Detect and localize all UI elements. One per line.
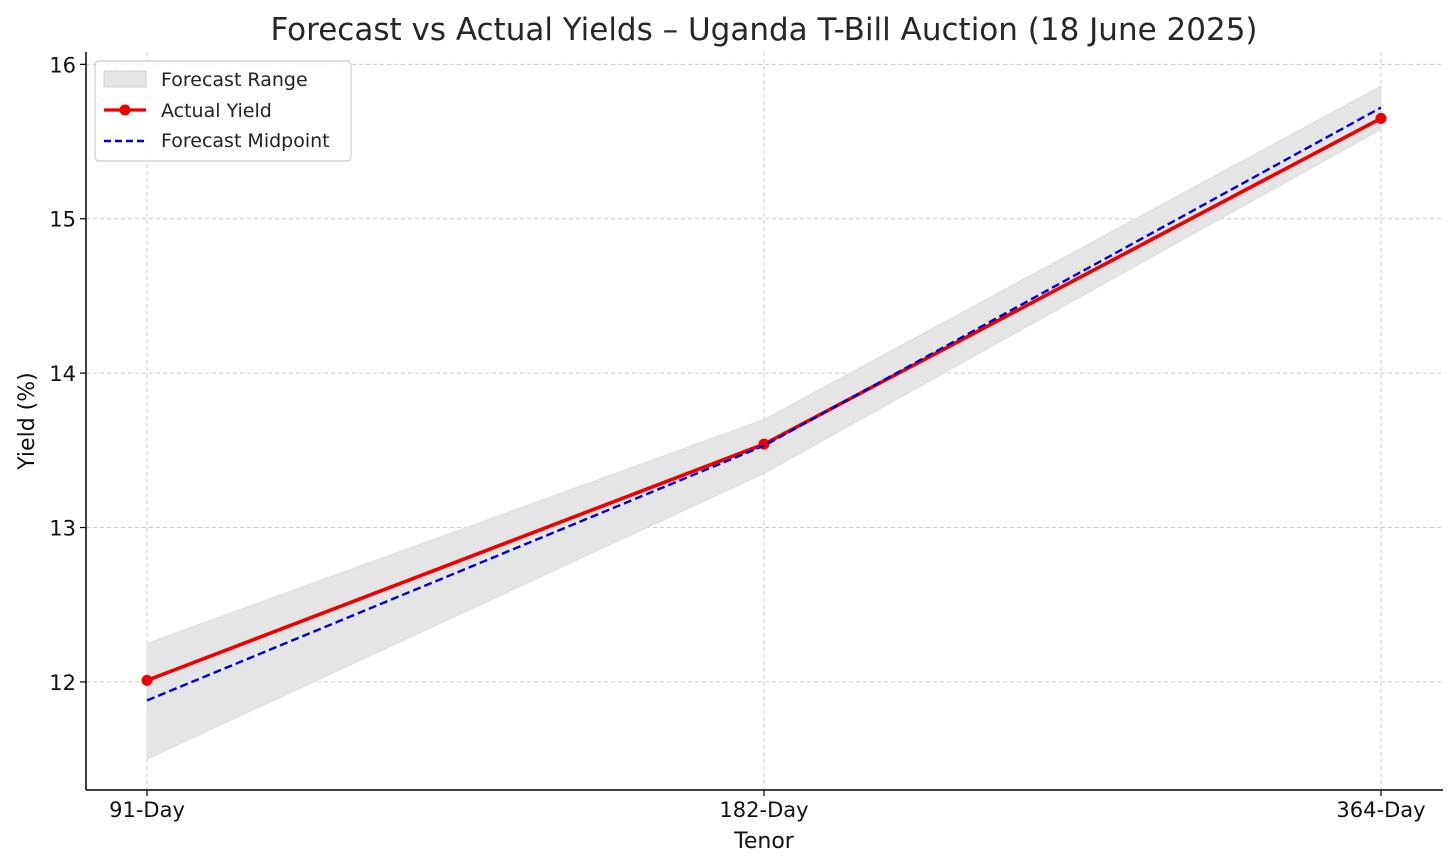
legend-label-forecast-range: Forecast Range <box>161 69 308 91</box>
legend-swatch-forecast-range <box>103 70 147 88</box>
x-tick-label: 182-Day <box>719 798 808 822</box>
actual-yield-point <box>1375 112 1387 124</box>
y-ticks: 12 13 14 15 16 <box>49 53 86 695</box>
y-tick-label: 14 <box>49 362 76 386</box>
series-layer <box>141 106 1387 702</box>
y-tick-label: 16 <box>49 53 76 77</box>
y-tick-label: 12 <box>49 671 76 695</box>
x-tick-label: 364-Day <box>1336 798 1425 822</box>
y-tick-label: 15 <box>49 208 76 232</box>
x-axis-label: Tenor <box>733 829 795 854</box>
x-tick-label: 91-Day <box>109 798 185 822</box>
legend-label-actual-yield: Actual Yield <box>161 100 272 122</box>
forecast-range-band-layer <box>146 85 1382 760</box>
y-axis-label: Yield (%) <box>15 372 40 470</box>
actual-yield-point <box>141 674 153 686</box>
y-tick-label: 13 <box>49 517 76 541</box>
chart-title: Forecast vs Actual Yields – Uganda T-Bil… <box>270 12 1257 48</box>
legend-frame <box>94 60 352 162</box>
x-ticks: 91-Day 182-Day 364-Day <box>109 790 1426 822</box>
forecast-midpoint-line <box>146 106 1382 702</box>
forecast-range-band <box>146 85 1382 760</box>
legend-label-forecast-midpoint: Forecast Midpoint <box>161 130 330 152</box>
legend-marker-actual-yield <box>119 104 131 116</box>
legend: Forecast Range Actual Yield Forecast Mid… <box>94 60 352 162</box>
